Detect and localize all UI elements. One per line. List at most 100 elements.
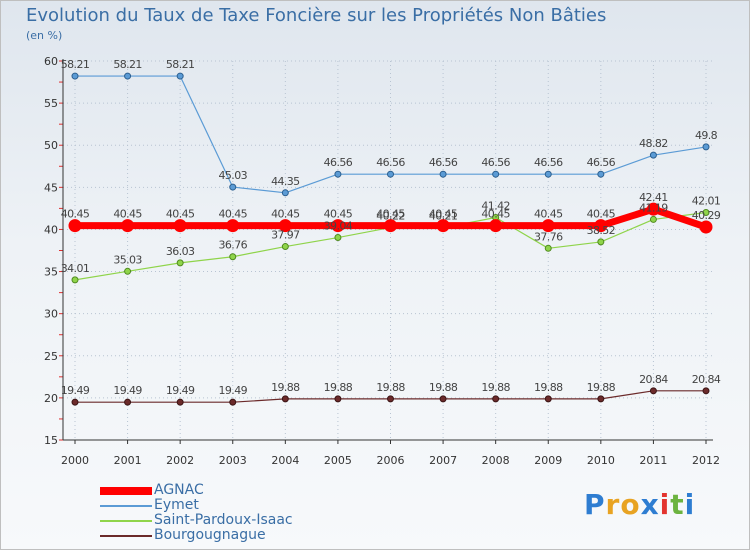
data-label: 19.88 bbox=[429, 381, 458, 394]
legend-label: AGNAC bbox=[154, 482, 204, 498]
x-tick-label: 2000 bbox=[61, 454, 89, 467]
data-label: 40.45 bbox=[166, 208, 195, 221]
data-label: 19.49 bbox=[113, 384, 142, 397]
x-tick-label: 2001 bbox=[114, 454, 142, 467]
series-group bbox=[68, 72, 713, 406]
data-point bbox=[121, 219, 135, 233]
data-point bbox=[439, 395, 447, 403]
data-label: 40.45 bbox=[429, 208, 458, 221]
data-point bbox=[436, 219, 450, 233]
data-label: 58.21 bbox=[166, 58, 195, 71]
data-label: 19.49 bbox=[61, 384, 90, 397]
unit-label: (en %) bbox=[26, 29, 63, 42]
legend-swatch bbox=[100, 487, 152, 495]
data-label: 34.01 bbox=[61, 262, 90, 275]
data-point bbox=[229, 398, 237, 406]
data-label: 19.49 bbox=[166, 384, 195, 397]
data-point bbox=[702, 387, 710, 395]
y-tick-label: 30 bbox=[44, 308, 58, 321]
data-point bbox=[649, 151, 657, 159]
data-point bbox=[68, 219, 82, 233]
data-label: 46.56 bbox=[481, 156, 510, 169]
y-tick-label: 55 bbox=[44, 97, 58, 110]
legend-swatch bbox=[100, 520, 152, 522]
x-tick-label: 2002 bbox=[166, 454, 194, 467]
data-point bbox=[334, 234, 342, 242]
data-label: 40.45 bbox=[534, 208, 563, 221]
logo-letter: r bbox=[605, 488, 621, 521]
data-point bbox=[226, 219, 240, 233]
logo-letter: o bbox=[620, 488, 641, 521]
data-point bbox=[597, 395, 605, 403]
x-tick-label: 2007 bbox=[429, 454, 457, 467]
data-point bbox=[649, 215, 657, 223]
data-label: 58.21 bbox=[113, 58, 142, 71]
data-point bbox=[489, 219, 503, 233]
data-point bbox=[702, 143, 710, 151]
data-point bbox=[541, 219, 555, 233]
data-label: 19.88 bbox=[534, 381, 563, 394]
data-point bbox=[594, 219, 608, 233]
y-tick-label: 20 bbox=[44, 392, 58, 405]
x-tick-label: 2004 bbox=[271, 454, 299, 467]
data-point bbox=[176, 72, 184, 80]
data-label: 46.56 bbox=[534, 156, 563, 169]
data-label: 40.45 bbox=[271, 208, 300, 221]
axes: 15 20 25 30 35 40 45 50 55 60 2000 2001 2002 2003 2004… bbox=[44, 55, 720, 467]
data-point bbox=[124, 267, 132, 275]
data-point bbox=[278, 219, 292, 233]
data-point bbox=[71, 276, 79, 284]
y-tick-label: 25 bbox=[44, 350, 58, 363]
data-label: 37.76 bbox=[534, 230, 563, 243]
x-tick-label: 2011 bbox=[639, 454, 667, 467]
data-label: 40.45 bbox=[376, 208, 405, 221]
data-point bbox=[124, 72, 132, 80]
logo-letter: i bbox=[659, 488, 671, 521]
data-label: 35.03 bbox=[113, 253, 142, 266]
data-label: 48.82 bbox=[639, 137, 668, 150]
data-point bbox=[597, 170, 605, 178]
data-label: 46.56 bbox=[324, 156, 353, 169]
data-point bbox=[71, 72, 79, 80]
data-label: 41.42 bbox=[481, 199, 510, 212]
data-label: 40.45 bbox=[324, 208, 353, 221]
data-point bbox=[699, 220, 713, 234]
data-point bbox=[649, 387, 657, 395]
y-tick-label: 40 bbox=[44, 223, 58, 236]
data-point bbox=[492, 170, 500, 178]
data-point bbox=[597, 238, 605, 246]
logo-letter: P bbox=[584, 488, 606, 521]
data-label: 40.21 bbox=[429, 210, 458, 223]
data-point bbox=[281, 189, 289, 197]
data-label: 46.56 bbox=[429, 156, 458, 169]
data-label: 20.84 bbox=[639, 373, 668, 386]
data-label: 39.04 bbox=[324, 220, 353, 233]
data-label: 44.35 bbox=[271, 175, 300, 188]
data-label: 40.45 bbox=[481, 208, 510, 221]
x-tick-label: 2006 bbox=[377, 454, 405, 467]
data-point bbox=[702, 209, 710, 217]
data-label: 20.84 bbox=[692, 373, 721, 386]
data-point bbox=[387, 395, 394, 403]
y-tick-label: 50 bbox=[44, 139, 58, 152]
data-point bbox=[334, 395, 342, 403]
logo-letter: i bbox=[684, 488, 696, 521]
data-point bbox=[544, 170, 552, 178]
x-tick-label: 2005 bbox=[324, 454, 352, 467]
data-labels: 40.45 40.45 40.45 40.45 40.45 40.45 40.45 40.45… bbox=[61, 58, 722, 397]
data-label: 40.45 bbox=[113, 208, 142, 221]
y-tick-label: 15 bbox=[44, 434, 58, 447]
data-label: 49.8 bbox=[695, 129, 718, 142]
data-label: 46.56 bbox=[376, 156, 405, 169]
data-label: 38.52 bbox=[587, 224, 616, 237]
data-point bbox=[229, 183, 237, 191]
data-label: 19.88 bbox=[587, 381, 616, 394]
data-label: 46.56 bbox=[587, 156, 616, 169]
data-label: 40.22 bbox=[376, 210, 405, 223]
data-label: 45.03 bbox=[219, 169, 248, 182]
data-label: 41.19 bbox=[639, 201, 668, 214]
data-label: 19.88 bbox=[324, 381, 353, 394]
legend-label: Bourgougnague bbox=[154, 527, 266, 543]
